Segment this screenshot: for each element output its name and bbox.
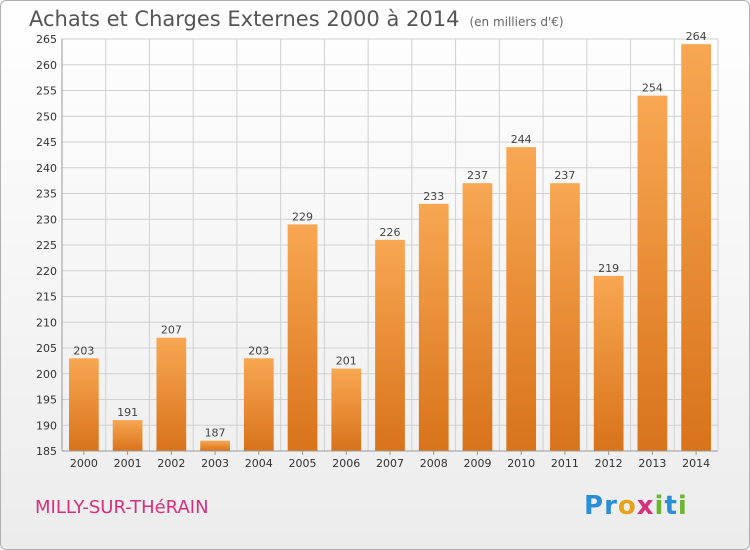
bar (287, 224, 318, 451)
bar (637, 95, 668, 452)
bar-value-label: 237 (467, 169, 488, 182)
x-tick-label: 2007 (376, 457, 404, 470)
bar (68, 358, 99, 451)
bar-value-label: 191 (117, 406, 138, 419)
x-tick-label: 2004 (245, 457, 273, 470)
bar (200, 440, 230, 451)
bar (462, 183, 493, 451)
x-tick-label: 2000 (70, 457, 98, 470)
y-tick-label: 190 (36, 419, 57, 432)
x-tick-label: 2005 (289, 457, 317, 470)
bar-value-label: 226 (380, 226, 401, 239)
bar (681, 44, 712, 452)
bar (375, 239, 405, 451)
x-tick-label: 2008 (420, 457, 448, 470)
bar-value-label: 201 (336, 355, 357, 368)
bar (243, 358, 274, 451)
bars: 203 191 207 187 203 229 201 226 233 237 244 237 219 2… (68, 30, 712, 452)
bar-value-label: 187 (205, 427, 226, 440)
bar-value-label: 254 (642, 82, 663, 95)
y-tick-label: 215 (36, 291, 57, 304)
y-tick-label: 265 (36, 33, 57, 46)
bar-value-label: 237 (554, 169, 575, 182)
x-tick-label: 2012 (595, 457, 623, 470)
y-tick-label: 210 (36, 316, 57, 329)
commune-name: MILLY-SUR-THéRAIN (35, 497, 209, 518)
x-tick-label: 2002 (157, 457, 185, 470)
chart-title: Achats et Charges Externes 2000 à 2014 (e… (29, 7, 564, 31)
bar (506, 147, 537, 451)
y-tick-label: 200 (36, 368, 57, 381)
y-tick-label: 250 (36, 110, 57, 123)
bar-value-label: 264 (686, 30, 707, 43)
y-tick-label: 205 (36, 342, 57, 355)
chart-subtitle: (en milliers d'€) (469, 15, 564, 29)
logo-letter: t (664, 491, 678, 521)
bar (418, 203, 449, 451)
logo-letter: x (636, 491, 655, 521)
y-tick-label: 255 (36, 85, 57, 98)
logo-letter: r (604, 491, 618, 521)
x-tick-label: 2009 (463, 457, 491, 470)
bar (331, 368, 362, 451)
bar-value-label: 219 (598, 262, 619, 275)
x-tick-label: 2003 (201, 457, 229, 470)
bar-value-label: 203 (248, 344, 269, 357)
x-tick-label: 2013 (638, 457, 666, 470)
x-tick-label: 2006 (332, 457, 360, 470)
bar (112, 420, 143, 451)
y-tick-label: 225 (36, 239, 57, 252)
proxiti-logo: Proxiti (584, 491, 688, 521)
x-tick-label: 2011 (551, 457, 579, 470)
logo-letter: i (677, 491, 688, 521)
bar-value-label: 244 (511, 133, 532, 146)
logo-letter: P (584, 491, 605, 521)
bar-value-label: 229 (292, 210, 313, 223)
y-tick-label: 240 (36, 162, 57, 175)
x-tick-label: 2001 (114, 457, 142, 470)
bar (550, 183, 580, 451)
y-tick-label: 245 (36, 136, 57, 149)
y-tick-label: 195 (36, 394, 57, 407)
x-tick-label: 2010 (507, 457, 535, 470)
bar (156, 337, 187, 451)
y-tick-label: 235 (36, 188, 57, 201)
bar-value-label: 203 (73, 344, 94, 357)
axes: 185 190 195 200 205 210 215 220 225 230 235 240 245 2… (36, 33, 718, 470)
logo-letter: o (617, 491, 637, 521)
bar-value-label: 207 (161, 324, 182, 337)
logo-letter: i (654, 491, 665, 521)
bar (593, 275, 624, 451)
title-text: Achats et Charges Externes 2000 à 2014 (29, 7, 460, 31)
bar-value-label: 233 (423, 190, 444, 203)
y-tick-label: 260 (36, 59, 57, 72)
y-tick-label: 220 (36, 265, 57, 278)
y-tick-label: 185 (36, 445, 57, 458)
y-tick-label: 230 (36, 213, 57, 226)
x-tick-label: 2014 (682, 457, 710, 470)
